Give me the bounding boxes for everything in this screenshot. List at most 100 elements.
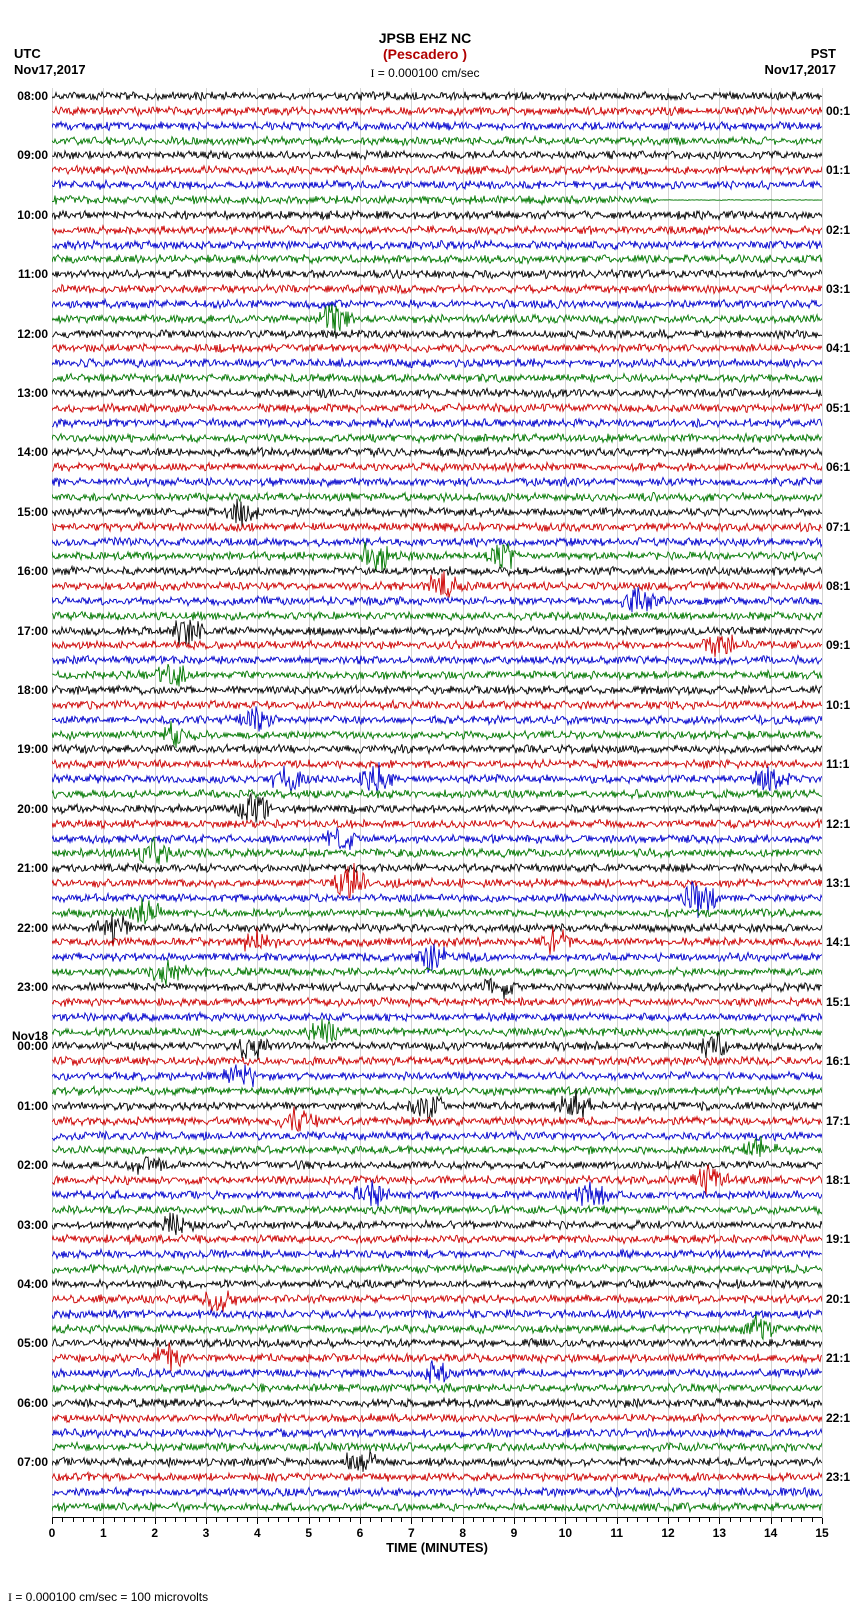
seismic-trace bbox=[52, 1219, 822, 1259]
seismic-trace bbox=[52, 284, 822, 324]
seismic-trace bbox=[52, 1323, 822, 1363]
seismic-trace bbox=[52, 1487, 822, 1527]
seismic-trace bbox=[52, 1309, 822, 1349]
x-tick-minor bbox=[709, 1518, 710, 1522]
x-tick-minor bbox=[381, 1518, 382, 1522]
x-tick-minor bbox=[801, 1518, 802, 1522]
utc-time-label: 11:00 bbox=[18, 267, 48, 281]
pst-time-label: 04:15 bbox=[826, 341, 850, 355]
x-tick-label: 6 bbox=[357, 1526, 364, 1540]
x-tick-minor bbox=[298, 1518, 299, 1522]
x-tick bbox=[155, 1518, 156, 1524]
utc-time-label: 21:00 bbox=[17, 861, 48, 875]
seismic-trace bbox=[52, 76, 822, 116]
x-tick-minor bbox=[339, 1518, 340, 1522]
seismic-trace bbox=[52, 715, 822, 755]
x-tick-label: 11 bbox=[610, 1526, 623, 1540]
utc-time-label: 13:00 bbox=[17, 386, 48, 400]
seismic-trace bbox=[52, 1012, 822, 1052]
gridline bbox=[155, 88, 156, 1518]
x-axis-label: TIME (MINUTES) bbox=[52, 1540, 822, 1555]
gridline bbox=[668, 88, 669, 1518]
pst-time-label: 18:15 bbox=[826, 1173, 850, 1187]
x-tick-minor bbox=[596, 1518, 597, 1522]
pst-time-label: 07:15 bbox=[826, 520, 850, 534]
x-tick-minor bbox=[391, 1518, 392, 1522]
pst-time-label: 19:15 bbox=[826, 1232, 850, 1246]
seismic-trace bbox=[52, 150, 822, 190]
seismic-trace bbox=[52, 1279, 822, 1319]
utc-time-label: 15:00 bbox=[17, 505, 48, 519]
x-tick-minor bbox=[442, 1518, 443, 1522]
x-tick-minor bbox=[750, 1518, 751, 1522]
x-tick bbox=[411, 1518, 412, 1524]
seismic-trace bbox=[52, 1368, 822, 1408]
x-tick bbox=[206, 1518, 207, 1524]
pst-time-label: 12:15 bbox=[826, 817, 850, 831]
x-tick bbox=[771, 1518, 772, 1524]
utc-time-label: 01:00 bbox=[17, 1099, 48, 1113]
x-tick-minor bbox=[422, 1518, 423, 1522]
seismic-trace bbox=[52, 135, 822, 175]
x-tick-minor bbox=[678, 1518, 679, 1522]
seismic-trace bbox=[52, 239, 822, 279]
x-tick-minor bbox=[699, 1518, 700, 1522]
seismic-trace bbox=[52, 1101, 822, 1141]
x-tick-minor bbox=[473, 1518, 474, 1522]
seismic-trace bbox=[52, 863, 822, 903]
seismic-trace bbox=[52, 997, 822, 1037]
gridline bbox=[206, 88, 207, 1518]
utc-time-label: 23:00 bbox=[17, 980, 48, 994]
seismic-trace bbox=[52, 848, 822, 888]
seismic-trace bbox=[52, 195, 822, 235]
utc-time-label: 05:00 bbox=[17, 1336, 48, 1350]
x-tick-minor bbox=[93, 1518, 94, 1522]
x-tick-minor bbox=[196, 1518, 197, 1522]
x-tick-label: 0 bbox=[49, 1526, 56, 1540]
utc-time-label: 00:00 bbox=[17, 1039, 48, 1053]
station-title: JPSB EHZ NC bbox=[0, 30, 850, 46]
seismic-trace bbox=[52, 358, 822, 398]
x-tick-minor bbox=[216, 1518, 217, 1522]
x-tick-minor bbox=[576, 1518, 577, 1522]
x-tick-label: 4 bbox=[254, 1526, 261, 1540]
seismic-trace bbox=[52, 536, 822, 576]
x-tick-label: 2 bbox=[151, 1526, 158, 1540]
x-tick-minor bbox=[144, 1518, 145, 1522]
seismic-trace bbox=[52, 819, 822, 859]
gridline bbox=[411, 88, 412, 1518]
seismic-trace bbox=[52, 1383, 822, 1423]
pst-time-label: 22:15 bbox=[826, 1411, 850, 1425]
seismic-trace bbox=[52, 804, 822, 844]
utc-time-label: 06:00 bbox=[17, 1396, 48, 1410]
seismic-trace bbox=[52, 893, 822, 933]
seismic-trace bbox=[52, 522, 822, 562]
x-tick-label: 3 bbox=[203, 1526, 210, 1540]
seismic-trace bbox=[52, 403, 822, 443]
helicorder-plot: 012345678910111213141508:0009:0010:0011:… bbox=[52, 88, 822, 1518]
seismic-trace bbox=[52, 180, 822, 220]
pst-time-label: 17:15 bbox=[826, 1114, 850, 1128]
utc-time-label: 07:00 bbox=[17, 1455, 48, 1469]
tz-right: PST bbox=[811, 46, 836, 61]
seismic-trace bbox=[52, 1457, 822, 1497]
seismic-trace bbox=[52, 269, 822, 309]
seismic-trace bbox=[52, 1338, 822, 1378]
seismic-trace bbox=[52, 908, 822, 948]
seismic-trace bbox=[52, 625, 822, 665]
date-right: Nov17,2017 bbox=[764, 62, 836, 77]
utc-time-label: 02:00 bbox=[17, 1158, 48, 1172]
seismic-trace bbox=[52, 210, 822, 250]
seismic-trace bbox=[52, 729, 822, 769]
seismic-trace bbox=[52, 1190, 822, 1230]
seismic-trace bbox=[52, 254, 822, 294]
tz-left: UTC bbox=[14, 46, 41, 61]
seismic-trace bbox=[52, 1398, 822, 1438]
x-tick bbox=[822, 1518, 823, 1524]
seismic-trace bbox=[52, 1145, 822, 1185]
x-tick-minor bbox=[124, 1518, 125, 1522]
seismic-trace bbox=[52, 1086, 822, 1126]
x-tick-minor bbox=[812, 1518, 813, 1522]
x-tick-minor bbox=[350, 1518, 351, 1522]
utc-time-label: 17:00 bbox=[17, 624, 48, 638]
